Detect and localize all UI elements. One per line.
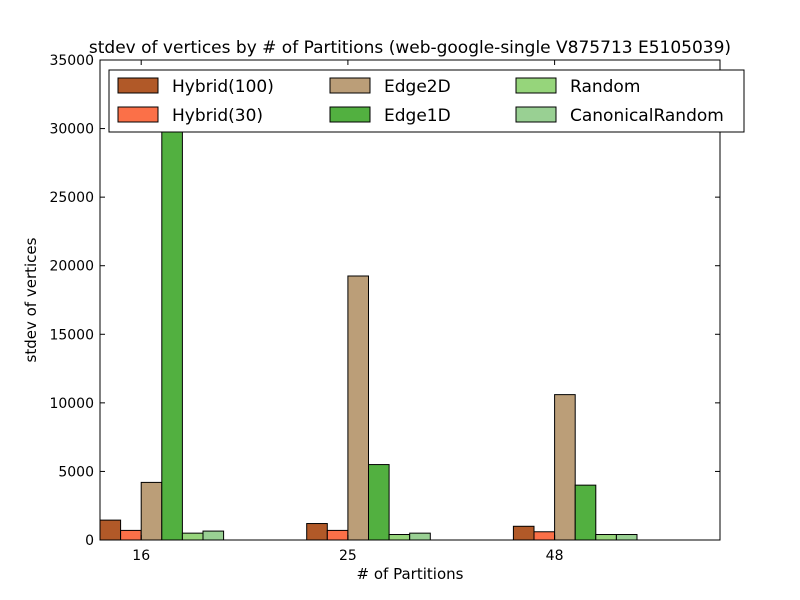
- bar: [512, 525, 535, 541]
- bar: [306, 523, 328, 541]
- y-tick-label: 20000: [49, 259, 94, 275]
- plot-background: [100, 60, 720, 540]
- bar: [409, 532, 431, 541]
- bar: [120, 529, 142, 541]
- legend-label: Edge2D: [384, 77, 451, 97]
- y-tick-label: 5000: [58, 464, 94, 480]
- legend: Hybrid(100) Hybrid(30) Edge2D Edge1D Random C…: [108, 69, 745, 133]
- y-axis-label: stdev of vertices: [22, 237, 40, 362]
- legend-swatch: [329, 106, 371, 123]
- y-tick-label: 35000: [49, 53, 94, 69]
- legend-swatch: [117, 106, 159, 123]
- bar: [202, 530, 225, 541]
- bars: [99, 100, 638, 541]
- x-axis-label: # of Partitions: [357, 565, 464, 583]
- x-axis: 16 25 48: [132, 60, 564, 564]
- legend-label: Edge1D: [384, 106, 451, 126]
- bar: [554, 394, 576, 541]
- y-tick-label: 30000: [49, 122, 94, 138]
- bar: [615, 534, 638, 541]
- legend-swatch: [515, 106, 557, 123]
- bar: [388, 534, 411, 541]
- x-tick-label: 48: [546, 548, 564, 564]
- x-tick-label: 25: [339, 548, 357, 564]
- y-tick-label: 0: [85, 533, 94, 549]
- y-tick-label: 10000: [49, 396, 94, 412]
- y-axis: 0 5000 10000 15000 20000 25000 30000 35000: [49, 53, 720, 549]
- x-tick-label: 16: [132, 548, 150, 564]
- bar: [181, 532, 204, 541]
- bar: [533, 531, 556, 541]
- legend-label: Hybrid(100): [172, 77, 274, 97]
- y-tick-label: 15000: [49, 327, 94, 343]
- legend-swatch: [329, 77, 371, 94]
- bar: [99, 519, 122, 541]
- bar: [140, 481, 163, 541]
- bar: [368, 464, 390, 541]
- plot-frame: [99, 59, 721, 541]
- legend-label: Hybrid(30): [172, 106, 263, 126]
- legend-swatch: [515, 77, 557, 94]
- chart-title: stdev of vertices by # of Partitions (we…: [89, 38, 731, 58]
- bar: [347, 275, 369, 541]
- bar: [326, 529, 349, 541]
- bar: [574, 484, 597, 541]
- legend-frame: [108, 69, 745, 133]
- y-tick-label: 25000: [49, 190, 94, 206]
- legend-swatch: [117, 77, 159, 94]
- bar: [595, 534, 617, 541]
- legend-label: CanonicalRandom: [570, 106, 724, 126]
- bar: [161, 100, 183, 541]
- legend-label: Random: [570, 77, 640, 97]
